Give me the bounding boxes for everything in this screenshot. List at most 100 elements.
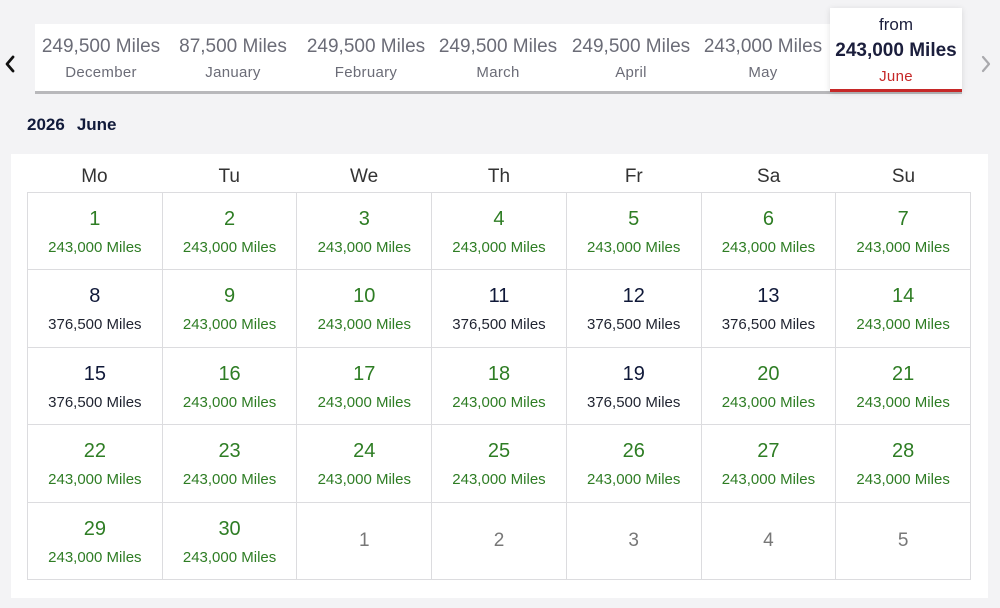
calendar-day-cell[interactable]: 30 243,000 Miles — [162, 502, 298, 580]
day-price: 243,000 Miles — [721, 471, 816, 489]
day-price: 243,000 Miles — [317, 239, 411, 256]
calendar-day-cell[interactable]: 15 376,500 Miles — [28, 347, 163, 426]
calendar-day-cell[interactable]: 17 243,000 Miles — [297, 347, 433, 426]
day-price: 243,000 Miles — [48, 548, 142, 566]
day-number: 1 — [89, 208, 101, 230]
weekday-label: Tu — [218, 166, 240, 187]
day-number: 25 — [487, 440, 511, 463]
calendar-day-cell[interactable]: 16 243,000 Miles — [162, 347, 298, 426]
calendar-day-cell[interactable]: 4 243,000 Miles — [432, 193, 567, 271]
calendar-month: June — [76, 115, 117, 134]
month-tab-february[interactable]: 249,500 Miles February — [300, 24, 432, 91]
calendar-day-cell[interactable]: 7 243,000 Miles — [836, 193, 971, 271]
day-price: 243,000 Miles — [721, 239, 816, 256]
calendar-day-cell[interactable]: 5 243,000 Miles — [566, 193, 702, 271]
prev-month-button[interactable] — [0, 44, 20, 84]
day-number: 5 — [628, 208, 640, 230]
day-number: 8 — [89, 285, 101, 308]
calendar-heading: 2026 June — [27, 115, 117, 135]
calendar-day-cell[interactable]: 14 243,000 Miles — [836, 270, 971, 348]
day-number: 26 — [622, 440, 645, 463]
calendar-day-cell[interactable]: 19 376,500 Miles — [566, 347, 702, 426]
day-number: 4 — [493, 208, 505, 230]
month-miles: 87,500 Miles — [179, 36, 287, 57]
month-tab-march[interactable]: 249,500 Miles March — [432, 24, 564, 91]
calendar-day-cell[interactable]: 22 243,000 Miles — [28, 425, 163, 503]
day-number: 20 — [757, 362, 780, 385]
chevron-right-icon — [981, 55, 991, 73]
next-month-day-cell: 5 — [836, 502, 971, 580]
calendar-day-cell[interactable]: 9 243,000 Miles — [162, 270, 298, 348]
calendar-day-cell[interactable]: 27 243,000 Miles — [701, 425, 837, 503]
calendar-day-cell[interactable]: 2 243,000 Miles — [162, 193, 298, 271]
calendar-day-cell[interactable]: 28 243,000 Miles — [836, 425, 971, 503]
day-number: 23 — [218, 440, 241, 463]
from-label: from — [879, 15, 913, 34]
calendar-day-cell[interactable]: 6 243,000 Miles — [701, 193, 837, 271]
month-name: February — [334, 64, 398, 81]
day-price: 243,000 Miles — [317, 393, 411, 411]
month-selector: 249,500 Miles December 87,500 Miles Janu… — [35, 24, 962, 94]
day-price: 243,000 Miles — [48, 471, 142, 489]
month-tab-december[interactable]: 249,500 Miles December — [35, 24, 167, 91]
calendar-day-cell[interactable]: 20 243,000 Miles — [701, 347, 837, 426]
day-number: 2 — [493, 529, 505, 551]
calendar-day-cell[interactable]: 25 243,000 Miles — [432, 425, 567, 503]
day-price: 243,000 Miles — [182, 548, 277, 566]
day-price: 243,000 Miles — [856, 239, 950, 256]
month-tab-may[interactable]: 243,000 Miles May — [697, 24, 829, 91]
calendar-day-cell[interactable]: 26 243,000 Miles — [566, 425, 702, 503]
calendar-day-cell[interactable]: 18 243,000 Miles — [432, 347, 567, 426]
day-number: 6 — [762, 208, 774, 230]
month-miles: 243,000 Miles — [703, 36, 823, 57]
calendar-grid: 1 243,000 Miles 2 243,000 Miles 3 243,000 Mil… — [27, 192, 971, 580]
month-miles: 243,000 Miles — [835, 40, 957, 61]
day-number: 5 — [897, 529, 909, 551]
day-price: 243,000 Miles — [587, 239, 681, 256]
month-name: December — [65, 64, 137, 81]
month-name: March — [476, 64, 520, 81]
day-price: 243,000 Miles — [182, 393, 277, 411]
day-price: 243,000 Miles — [721, 393, 816, 411]
month-tab-april[interactable]: 249,500 Miles April — [565, 24, 697, 91]
day-price: 243,000 Miles — [317, 316, 411, 334]
month-name: January — [205, 64, 261, 81]
day-number: 3 — [358, 208, 370, 230]
calendar-day-cell[interactable]: 13 376,500 Miles — [701, 270, 837, 348]
calendar-day-cell[interactable]: 11 376,500 Miles — [432, 270, 567, 348]
weekday-label: Mo — [81, 166, 108, 187]
calendar-day-cell[interactable]: 12 376,500 Miles — [566, 270, 702, 348]
day-number: 15 — [83, 362, 106, 385]
calendar-day-cell[interactable]: 3 243,000 Miles — [297, 193, 433, 271]
day-number: 3 — [628, 529, 639, 551]
calendar-day-cell[interactable]: 1 243,000 Miles — [28, 193, 163, 271]
day-price: 243,000 Miles — [452, 393, 546, 411]
calendar-panel: Mo Tu We Th Fr Sa Su 1 243,000 Miles 2 243,… — [11, 154, 988, 598]
month-miles: 249,500 Miles — [306, 36, 426, 57]
day-price: 243,000 Miles — [182, 471, 277, 489]
day-price: 376,500 Miles — [452, 316, 546, 334]
day-number: 12 — [622, 285, 645, 308]
weekday-label: Sa — [757, 166, 781, 187]
weekday-header: Mo Tu We Th Fr Sa Su — [27, 166, 971, 192]
month-miles: 249,500 Miles — [438, 36, 558, 57]
day-price: 376,500 Miles — [587, 393, 681, 411]
day-number: 24 — [353, 440, 376, 463]
calendar-day-cell[interactable]: 10 243,000 Miles — [297, 270, 433, 348]
day-number: 30 — [218, 517, 241, 540]
calendar-day-cell[interactable]: 24 243,000 Miles — [297, 425, 433, 503]
month-tab-june-selected[interactable]: from 243,000 Miles June — [830, 8, 962, 92]
day-number: 22 — [83, 440, 106, 463]
calendar-day-cell[interactable]: 23 243,000 Miles — [162, 425, 298, 503]
next-month-day-cell: 2 — [432, 502, 567, 580]
day-price: 243,000 Miles — [587, 471, 681, 489]
day-number: 18 — [487, 362, 511, 385]
day-number: 13 — [757, 285, 780, 308]
day-number: 16 — [218, 362, 241, 385]
calendar-day-cell[interactable]: 29 243,000 Miles — [28, 502, 163, 580]
month-tab-january[interactable]: 87,500 Miles January — [167, 24, 299, 91]
calendar-day-cell[interactable]: 8 376,500 Miles — [28, 270, 163, 348]
day-number: 11 — [488, 285, 510, 308]
next-month-button[interactable] — [976, 44, 996, 84]
calendar-day-cell[interactable]: 21 243,000 Miles — [836, 347, 971, 426]
